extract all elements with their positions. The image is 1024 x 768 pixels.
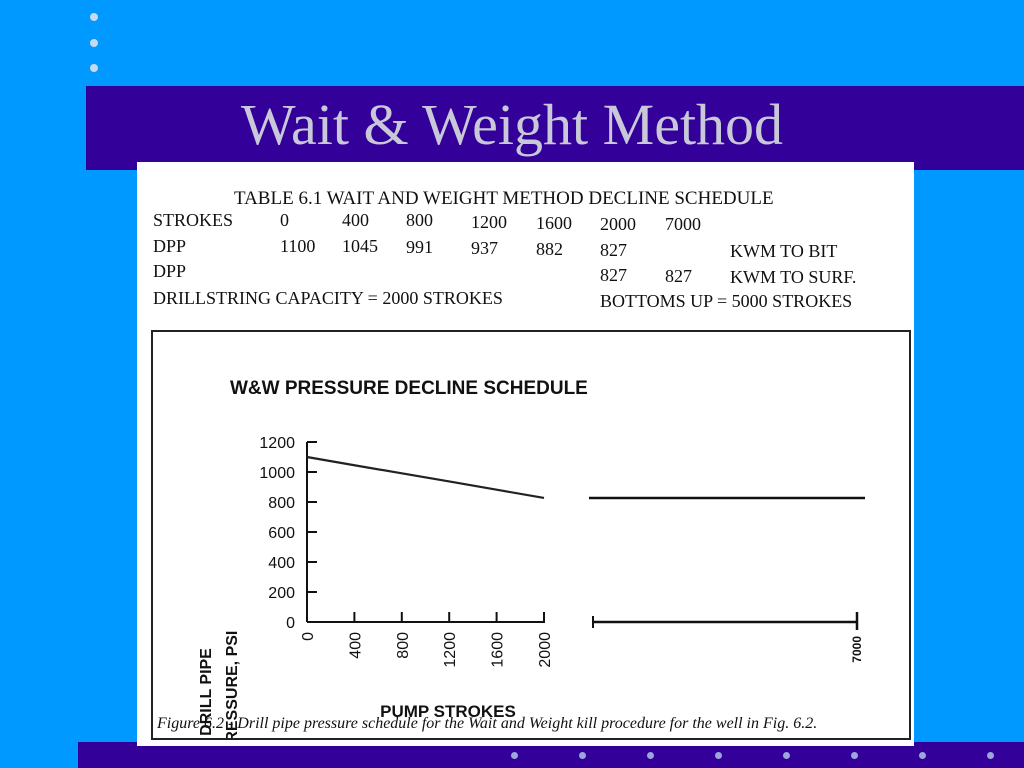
bottom-band (78, 742, 1024, 768)
decor-dot (90, 64, 98, 72)
pressure-chart: W&W PRESSURE DECLINE SCHEDULE DRILL PIPE… (198, 378, 865, 738)
dpp-cell: 937 (471, 238, 498, 258)
strokes-label: STROKES (153, 210, 234, 230)
dpp-label: DPP (153, 236, 187, 256)
dpp-cell: 827 (600, 240, 627, 260)
x-axis-label: PUMP STROKES (380, 702, 516, 721)
decor-dot (579, 752, 586, 759)
decor-dot (715, 752, 722, 759)
x-tick-label: 2000 (537, 632, 554, 668)
y-tick-label: 0 (286, 615, 295, 632)
dpp-note: KWM TO BIT (730, 241, 838, 261)
strokes-cell: 7000 (665, 214, 701, 234)
plot-area: 0 200 400 600 800 1000 1200 0 400 800 1200 1600 2000… (259, 435, 865, 668)
y-tick-label: 400 (268, 555, 295, 572)
strokes-cell: 1600 (536, 213, 572, 233)
strokes-cell: 2000 (600, 214, 636, 234)
dpp-cell: 827 (600, 265, 627, 285)
dpp-cell: 991 (406, 237, 433, 257)
x-tick-label: 800 (395, 632, 412, 659)
strokes-cell: 800 (406, 210, 433, 230)
table-title: TABLE 6.1 WAIT AND WEIGHT METHOD DECLINE… (234, 188, 774, 209)
decor-dot (851, 752, 858, 759)
y-tick-label: 800 (268, 495, 295, 512)
strokes-cell: 400 (342, 210, 369, 230)
pressure-line (306, 455, 545, 500)
slide-title: Wait & Weight Method (240, 92, 784, 157)
capacity-text: DRILLSTRING CAPACITY = 2000 STROKES (153, 288, 503, 308)
dpp-label: DPP (153, 261, 187, 281)
decor-dot (90, 13, 98, 21)
y-axis-label-line1: DRILL PIPE (198, 648, 215, 736)
decor-dot (919, 752, 926, 759)
strokes-cell: 0 (280, 210, 289, 230)
decor-dot (647, 752, 654, 759)
y-axis-label-line2: PRESSURE, PSI (224, 631, 241, 738)
figure-caption: Figure 6.2 - Drill pipe pressure schedul… (157, 715, 818, 732)
y-tick-label: 600 (268, 525, 295, 542)
y-tick-label: 1200 (259, 435, 295, 452)
figure-panel: TABLE 6.1 WAIT AND WEIGHT METHOD DECLINE… (137, 162, 914, 746)
x-tick-label: 1200 (442, 632, 459, 668)
x-tick-label: 1600 (490, 632, 507, 668)
y-tick-label: 1000 (259, 465, 295, 482)
x-tick-label: 400 (347, 632, 364, 659)
decor-dot (783, 752, 790, 759)
dpp-cell: 1100 (280, 236, 316, 256)
dpp-cell: 1045 (342, 236, 378, 256)
x-end-tick-label: 7000 (850, 636, 864, 663)
strokes-cell: 1200 (471, 212, 507, 232)
chart-title: W&W PRESSURE DECLINE SCHEDULE (230, 378, 588, 399)
title-band (86, 86, 1024, 170)
decor-dot (987, 752, 994, 759)
x-tick-label: 0 (300, 632, 317, 641)
chart-frame: W&W PRESSURE DECLINE SCHEDULE DRILL PIPE… (151, 330, 911, 740)
dpp-cell: 882 (536, 239, 563, 259)
decor-dot (511, 752, 518, 759)
bottoms-up-text: BOTTOMS UP = 5000 STROKES (600, 291, 853, 311)
y-tick-label: 200 (268, 585, 295, 602)
decor-dot (90, 39, 98, 47)
dpp-note: KWM TO SURF. (730, 267, 857, 287)
dpp-cell: 827 (665, 266, 692, 286)
